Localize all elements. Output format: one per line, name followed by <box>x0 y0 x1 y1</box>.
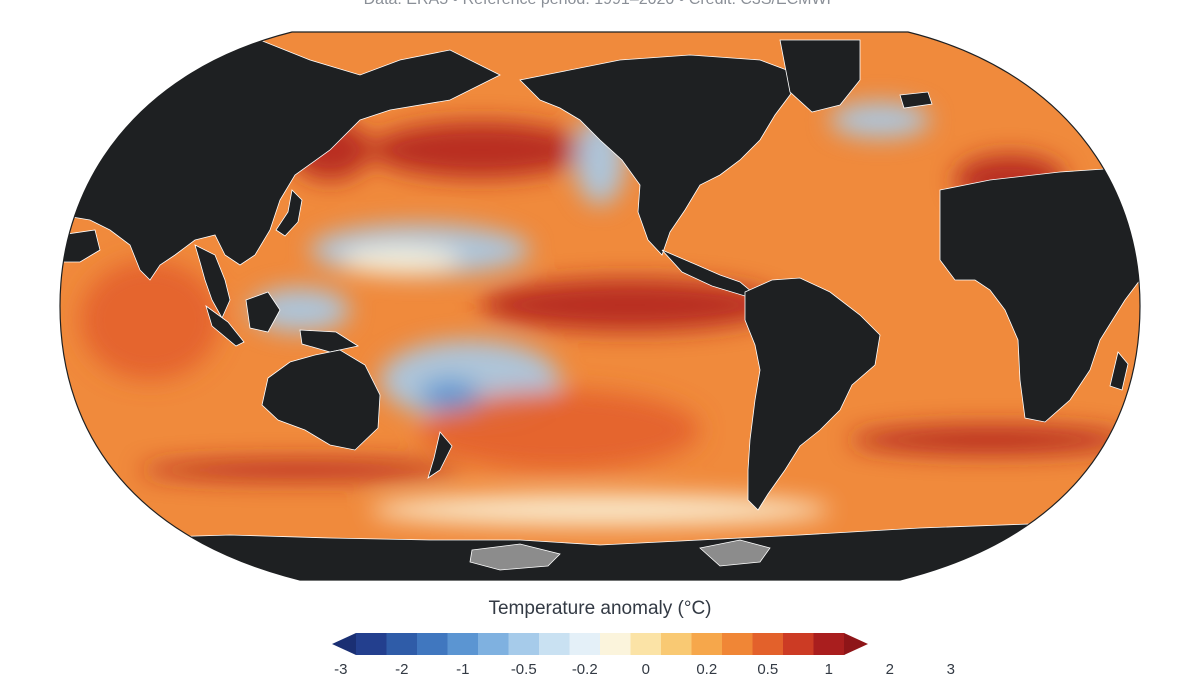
colorbar-tick-label: -2 <box>395 661 409 678</box>
ice-shelves <box>469 539 771 571</box>
ronne-ice-shelf <box>699 539 771 567</box>
labrador-sea-cool-anomaly <box>830 102 930 138</box>
iceland <box>899 91 933 109</box>
colorbar-bin <box>630 633 662 655</box>
colorbar-tick-label: 0 <box>641 661 650 678</box>
southern-ocean-warm-band <box>140 460 460 480</box>
colorbar-bin <box>813 633 845 655</box>
land-masses <box>60 39 1140 580</box>
colorbar-tick-label: -1 <box>456 661 470 678</box>
colorbar-tick-label: 0.2 <box>696 661 718 678</box>
equatorial-pacific-warm-anomaly <box>480 279 780 331</box>
new-guinea <box>299 329 360 353</box>
colorbar-tick-label: -3 <box>334 661 348 678</box>
colorbar-bin <box>447 633 479 655</box>
new-zealand <box>427 431 453 479</box>
colorbar-bin <box>661 633 692 655</box>
colorbar-bin <box>356 633 387 655</box>
colorbar-bin <box>539 633 570 655</box>
colorbar-bin <box>569 633 601 655</box>
colorbar-bin <box>691 633 723 655</box>
colorbar-title: Temperature anomaly (°C) <box>488 598 712 619</box>
colorbar <box>332 633 868 655</box>
colorbar-tick-label: 2 <box>885 661 894 678</box>
colorbar-tick-label: -0.2 <box>571 661 598 678</box>
colorbar-bin <box>783 633 814 655</box>
tropical-pacific-neutral-band <box>340 246 460 274</box>
maritime-continent-cool-anomaly <box>250 288 350 332</box>
australia <box>261 349 381 451</box>
colorbar-tick-label: 3 <box>946 661 955 678</box>
eurasia <box>60 39 501 281</box>
colorbar-bin <box>508 633 540 655</box>
antarctica <box>60 519 1140 580</box>
colorbar-tick-label: 0.5 <box>757 661 779 678</box>
colorbar-bin <box>478 633 509 655</box>
southern-ocean-neutral-band <box>370 494 830 526</box>
south-pacific-warm-anomaly <box>420 390 700 470</box>
colorbar-tick-label: -0.5 <box>510 661 537 678</box>
colorbar-bin <box>417 633 448 655</box>
globe-outline <box>59 31 1141 581</box>
greenland <box>779 39 861 113</box>
arabian-peninsula <box>60 229 101 263</box>
japan <box>275 189 303 237</box>
borneo <box>245 291 281 333</box>
colorbar-under-arrow <box>332 633 356 655</box>
indian-ocean-warm-anomaly <box>80 260 220 380</box>
sst-anomaly-map <box>59 31 1141 581</box>
south-america <box>744 277 881 511</box>
colorbar-bin <box>386 633 418 655</box>
ross-ice-shelf <box>469 543 561 571</box>
madagascar <box>1109 351 1129 391</box>
north-pacific-warm-anomaly <box>370 122 590 178</box>
colorbar-tick-label: 1 <box>824 661 833 678</box>
colorbar-bin <box>752 633 784 655</box>
colorbar-bin <box>600 633 631 655</box>
south-pacific-cold-core <box>420 379 480 411</box>
south-atlantic-warm-band <box>850 426 1130 454</box>
colorbar-bin <box>722 633 753 655</box>
credit-line: Data: ERA5 • Reference period: 1991–2020… <box>0 0 1200 9</box>
north-america <box>519 54 801 256</box>
sumatra <box>205 304 245 347</box>
colorbar-over-arrow <box>844 633 868 655</box>
